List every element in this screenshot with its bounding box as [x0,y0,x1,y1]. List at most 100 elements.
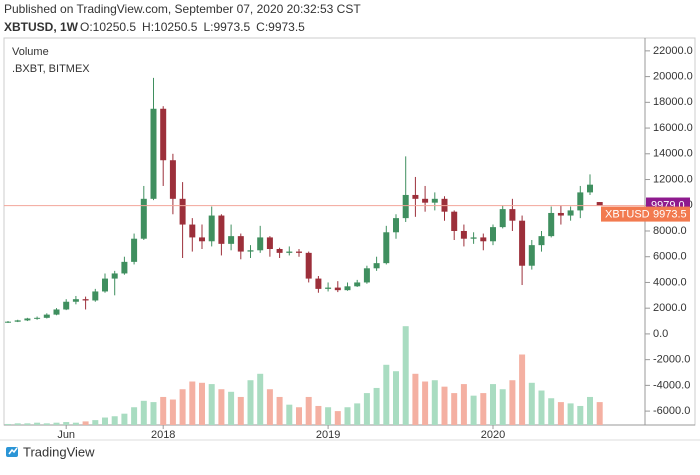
legend-index: .BXBT, BITMEX [12,63,90,75]
volume-bar [470,395,477,425]
volume-bar [5,423,11,425]
volume-bar [363,393,370,425]
volume-bar [402,326,409,425]
volume-bar [102,417,108,425]
volume-bar [509,380,516,425]
volume-bar [82,421,89,425]
candle-body [422,198,429,203]
y-tick-label: 8000.0 [653,225,687,237]
last-price-symbol: XBTUSD [605,209,650,221]
y-tick-label: 14000.0 [653,148,693,160]
volume-bar [199,382,205,425]
volume-bar [208,384,215,425]
candle-body [72,299,79,302]
candle-body [460,230,467,239]
volume-bar [218,389,225,425]
candle-body [179,198,186,225]
candle-body [587,184,593,193]
x-tick-label: 2020 [481,429,505,441]
candle-body [528,245,535,266]
candle-body [266,237,273,249]
volume-bar [43,423,50,425]
x-tick-label: 2018 [151,429,175,441]
volume-bar [92,420,99,425]
ohlc-legend: O:10250.5 H:10250.5 L:9973.5 C:9973.5 [80,20,305,34]
y-tick-label: 20000.0 [653,71,693,83]
candle-body [121,261,128,274]
candle-body [490,227,496,242]
y-tick-label: -6000.0 [653,405,690,417]
ohlc-value: H:10250.5 [142,20,198,34]
candle-body [53,309,60,315]
symbol: XBTUSD, 1W [4,20,79,34]
candle-body [43,314,50,318]
volume-bar [490,384,496,425]
candle-body [257,237,264,251]
candle-body [63,301,70,310]
candle-body [354,282,361,287]
volume-bar [121,413,128,425]
volume-bar [257,373,264,425]
volume-bar [412,373,419,425]
y-tick-label: 18000.0 [653,96,693,108]
candle-body [325,287,332,289]
candle-body [14,320,21,322]
candle-body [499,209,506,228]
volume-bar [24,423,31,425]
volume-bar [72,422,79,425]
volume-bar [169,399,176,425]
volume-bar [237,396,244,425]
candle-body [363,268,370,283]
candle-body [596,202,603,206]
volume-bar [179,389,186,425]
volume-bar [247,380,254,425]
volume-bar [296,407,302,425]
candle-body [276,248,283,253]
candle-body [82,299,89,301]
volume-bar [315,405,322,425]
volume-bar [538,390,545,425]
candle-body [5,321,11,323]
candle-body [548,212,555,237]
candle-body [557,212,564,216]
volume-bar [567,403,574,425]
volume-bar [228,391,235,425]
volume-bar [354,403,361,425]
last-price-box [601,206,690,222]
ohlc-value: O:10250.5 [80,20,136,34]
candle-body [111,273,118,279]
candle-body [373,263,380,269]
candle-body [24,318,31,321]
brand: TradingView [23,444,95,459]
candle-body [218,215,225,244]
volume-bar [587,396,593,425]
volume-bar [393,371,399,425]
candle-body [470,237,477,239]
y-tick-label: 22000.0 [653,45,693,57]
y-tick-label: 16000.0 [653,122,693,134]
volume-bar [451,393,458,425]
candle-body [131,238,138,262]
published-note: Published on TradingView.com, September … [4,2,361,16]
volume-bar [266,389,273,425]
volume-bar [460,384,467,425]
y-tick-label: -4000.0 [653,379,690,391]
ohlc-value: C:9973.5 [256,20,305,34]
volume-bar [431,380,438,425]
candle-body [208,215,215,242]
candle-body [286,251,293,253]
candle-body [237,236,244,252]
y-tick-label: -2000.0 [653,354,690,366]
candle-body [393,218,399,233]
volume-bar [577,405,584,425]
brand-logo [6,447,18,457]
volume-bar [131,407,138,425]
candle-body [344,286,351,291]
candle-body [412,194,419,199]
candle-body [296,251,302,253]
volume-bar [344,407,351,425]
y-tick-label: 6000.0 [653,251,687,263]
volume-bar [480,393,487,425]
y-tick-label: 12000.0 [653,173,693,185]
